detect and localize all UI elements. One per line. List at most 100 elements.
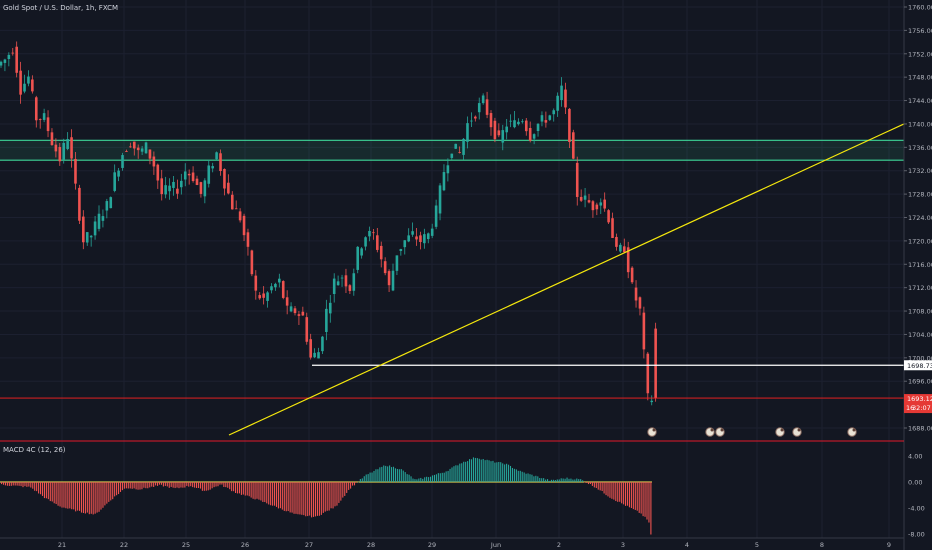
macd-bar [348, 482, 350, 490]
macd-bar [316, 482, 318, 516]
macd-bar [426, 476, 428, 482]
macd-bar [504, 464, 506, 482]
macd-bar [297, 482, 299, 515]
macd-bar [576, 478, 578, 482]
macd-bar [94, 482, 96, 514]
macd-bar [537, 476, 539, 482]
price-plot[interactable] [0, 41, 905, 437]
macd-bar [439, 473, 441, 482]
candle-body [62, 142, 66, 160]
candle-body [434, 205, 438, 227]
candle-body [372, 232, 375, 234]
candle-body [607, 210, 610, 223]
macd-bar [326, 482, 328, 511]
macd-bar [441, 472, 443, 482]
price-tick-label: 1712.00 [908, 284, 932, 292]
candle-body [230, 194, 234, 210]
support-price-label: 1698.73 [907, 362, 932, 370]
macd-bar [172, 482, 174, 488]
macd-bar [139, 482, 141, 490]
macd-bar [496, 462, 498, 482]
macd-bar [86, 482, 88, 513]
macd-bar [219, 482, 221, 485]
event-marker-dot [797, 428, 801, 432]
macd-bar [414, 479, 416, 482]
candle-body [458, 152, 461, 153]
macd-bar [340, 482, 342, 501]
macd-bar [98, 482, 100, 512]
macd-bar [457, 465, 459, 482]
macd-bar [625, 482, 627, 506]
macd-bar [453, 466, 455, 482]
candle-body [340, 277, 344, 279]
candle-body [203, 180, 207, 197]
macd-bar [248, 482, 250, 497]
macd-bar [14, 482, 16, 486]
macd-bar [500, 462, 502, 482]
price-tick-label: 1732.00 [908, 167, 932, 175]
macd-bar [511, 467, 513, 482]
macd-bar [287, 482, 289, 512]
candle-body [278, 278, 281, 283]
macd-bar [628, 482, 630, 508]
candle-body [556, 95, 559, 111]
macd-bar [392, 466, 395, 482]
macd-bar [398, 469, 400, 482]
macd-bar [469, 459, 471, 482]
price-tick-label: 1708.00 [908, 308, 932, 316]
candle-body [501, 130, 505, 143]
macd-bar [406, 474, 408, 482]
macd-bar [642, 482, 644, 517]
macd-bar [389, 465, 391, 482]
trendline [228, 123, 905, 436]
candle-body [38, 119, 42, 121]
candle-body [23, 83, 26, 92]
macd-bar [170, 482, 172, 487]
macd-bar [420, 477, 422, 482]
macd-bar [431, 475, 434, 482]
price-tick-label: 1728.00 [908, 191, 932, 199]
candle-body [325, 308, 328, 332]
macd-bar [43, 482, 45, 499]
candle-body [568, 108, 571, 143]
macd-tick-label: 4.00 [908, 453, 922, 461]
macd-bar [158, 482, 161, 485]
candle-body [93, 221, 97, 236]
macd-bar [223, 482, 225, 487]
macd-bar [32, 482, 34, 489]
price-tick-label: 1724.00 [908, 214, 932, 222]
macd-bar [574, 479, 576, 482]
macd-bar [217, 482, 219, 487]
macd-bar [564, 478, 566, 482]
macd-bar [127, 482, 129, 489]
candle-body [630, 267, 634, 283]
macd-bar [578, 479, 580, 482]
macd-bar [422, 478, 424, 482]
macd-bar [299, 482, 301, 515]
macd-bar [123, 482, 125, 489]
macd-bar [467, 461, 469, 482]
macd-bar [36, 482, 38, 492]
price-tick-label: 1740.00 [908, 120, 932, 128]
candle-body [297, 314, 301, 316]
macd-bar [110, 482, 112, 501]
candle-body [403, 240, 407, 248]
candle-body [560, 85, 563, 101]
candle-body [50, 132, 54, 146]
macd-bar [492, 460, 494, 482]
macd-bar [404, 472, 406, 482]
macd-bar [381, 466, 383, 482]
macd-bar [291, 482, 293, 513]
candle-body [407, 235, 410, 242]
macd-bar [184, 482, 186, 488]
candle-body [540, 115, 544, 122]
macd-bar [626, 482, 629, 506]
time-tick-label: 22 [120, 541, 128, 549]
candle-body [364, 237, 367, 247]
macd-plot[interactable] [0, 457, 652, 535]
macd-bar [447, 470, 449, 482]
macd-bar [106, 482, 108, 504]
candle-body [532, 134, 536, 139]
macd-bar [240, 482, 242, 495]
